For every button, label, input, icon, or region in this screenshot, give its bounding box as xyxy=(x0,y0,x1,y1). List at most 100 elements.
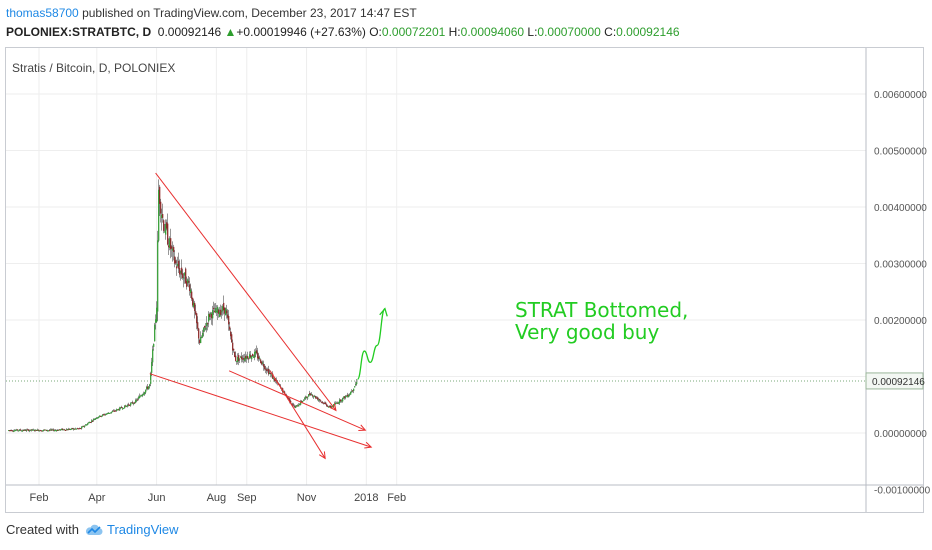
candle-body xyxy=(37,429,39,431)
candle-body xyxy=(145,389,147,393)
candle-body xyxy=(296,405,298,407)
candle-body xyxy=(113,410,115,412)
candle-body xyxy=(260,359,262,364)
candle-body xyxy=(333,404,335,407)
candle-body xyxy=(86,424,88,426)
candle-body xyxy=(214,310,216,313)
candle-body xyxy=(317,397,319,400)
candle-body xyxy=(197,322,199,329)
candle-body xyxy=(216,311,218,313)
candle-body xyxy=(142,394,144,396)
candle-body xyxy=(34,430,36,432)
candle-body xyxy=(100,415,102,417)
candle-body xyxy=(26,429,28,431)
candle-body xyxy=(153,343,155,347)
candle-body xyxy=(248,358,250,360)
candle-body xyxy=(57,429,59,431)
candle-body xyxy=(87,423,89,425)
candle-body xyxy=(80,428,82,430)
candle-body xyxy=(206,322,208,327)
candle-body xyxy=(17,429,19,431)
candle-body xyxy=(40,430,42,432)
candle-body xyxy=(321,401,323,403)
candle-body xyxy=(139,395,141,398)
candle-body xyxy=(326,404,328,406)
candle-body xyxy=(210,312,212,315)
candle-body xyxy=(58,429,60,431)
y-tick-label: 0.00600000 xyxy=(874,90,927,101)
tradingview-brand[interactable]: TradingView xyxy=(85,522,179,537)
candle-body xyxy=(295,406,297,408)
candle-body xyxy=(140,395,142,397)
candle-body xyxy=(314,395,316,397)
candle-body xyxy=(47,430,49,432)
high-value: 0.00094060 xyxy=(460,25,525,39)
candle-body xyxy=(322,402,324,404)
chart-frame[interactable] xyxy=(5,47,924,513)
candle-body xyxy=(72,428,74,430)
candle-body xyxy=(12,430,14,432)
candle-body xyxy=(16,429,18,431)
candle-body xyxy=(300,401,302,405)
author-link[interactable]: thomas58700 xyxy=(6,6,79,20)
candle-body xyxy=(115,410,117,412)
candle-body xyxy=(274,378,276,382)
candle-body xyxy=(75,428,77,430)
candle-body xyxy=(106,413,108,415)
candle-body xyxy=(301,400,303,402)
candle-body xyxy=(299,404,301,406)
candle-body xyxy=(289,398,291,402)
candle-body xyxy=(350,392,352,395)
candle-body xyxy=(343,396,345,398)
candle-body xyxy=(35,429,37,431)
candle-body xyxy=(199,339,201,344)
candle-body xyxy=(118,409,120,411)
tradingview-cloud-icon xyxy=(85,524,103,535)
candle-body xyxy=(239,358,241,360)
y-tick-label: -0.00100000 xyxy=(874,486,931,497)
candle-body xyxy=(159,186,161,204)
candle-body xyxy=(50,429,52,431)
y-tick-label: 0.00000000 xyxy=(874,429,927,440)
candle-body xyxy=(78,428,80,430)
candle-body xyxy=(221,311,223,313)
candle-body xyxy=(215,307,217,313)
candle-body xyxy=(25,429,27,431)
candle-body xyxy=(30,429,32,431)
y-tick-label: 0.00400000 xyxy=(874,203,927,214)
candle-body xyxy=(89,422,91,424)
trendline-arrowhead xyxy=(358,424,367,431)
candle-body xyxy=(19,429,21,431)
candle-body xyxy=(353,388,355,391)
x-tick-label: Nov xyxy=(297,492,317,504)
candle-body xyxy=(292,404,294,406)
close-label: C: xyxy=(604,25,617,39)
candle-body xyxy=(31,429,33,431)
candle-body xyxy=(107,412,109,414)
candle-body xyxy=(349,394,351,396)
candle-body xyxy=(211,313,213,319)
candle-body xyxy=(320,400,322,402)
candle-body xyxy=(250,355,252,358)
low-value: 0.00070000 xyxy=(537,25,601,39)
symbol-label[interactable]: POLONIEX:STRATBTC, D xyxy=(6,25,152,39)
candle-body xyxy=(9,430,11,432)
candle-body xyxy=(331,406,333,409)
candle-body xyxy=(271,374,273,376)
candle-body xyxy=(181,267,183,275)
candle-body xyxy=(83,425,85,427)
candle-body xyxy=(88,422,90,424)
candle-body xyxy=(93,418,95,421)
candle-body xyxy=(166,222,168,229)
candle-body xyxy=(126,405,128,407)
candle-body xyxy=(121,407,123,409)
candle-body xyxy=(164,231,166,233)
candle-body xyxy=(284,391,286,393)
candle-body xyxy=(179,268,181,275)
candle-body xyxy=(104,414,106,416)
candle-body xyxy=(10,430,12,432)
close-value: 0.00092146 xyxy=(616,25,680,39)
candle-body xyxy=(53,429,55,431)
candle-body xyxy=(207,323,209,325)
